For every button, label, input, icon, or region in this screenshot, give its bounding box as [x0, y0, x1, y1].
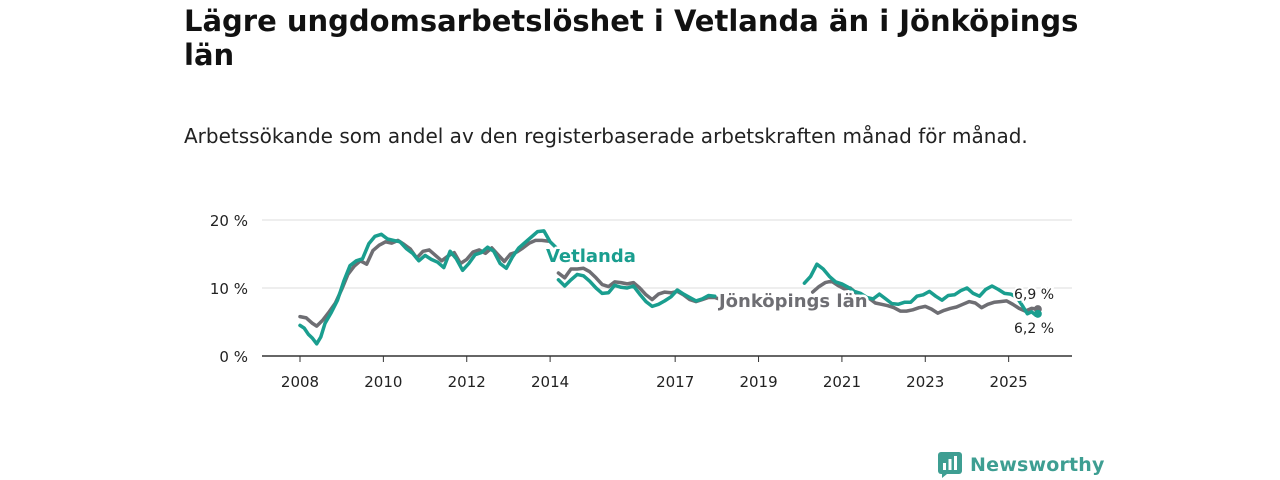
chart-title: Lägre ungdomsarbetslöshet i Vetlanda än …: [184, 4, 1079, 72]
y-tick-label: 10 %: [210, 280, 248, 298]
x-tick-label: 2017: [656, 373, 694, 391]
x-tick-label: 2014: [531, 373, 569, 391]
brand-name: Newsworthy: [970, 454, 1105, 476]
x-tick-label: 2008: [281, 373, 319, 391]
series-label-vetlanda: Vetlanda: [546, 246, 636, 267]
series-label-jonkopings-lan: Jönköpings län: [717, 291, 868, 312]
end-label-jonkopings-lan: 6,9 %: [1014, 287, 1054, 303]
newsworthy-logo: Newsworthy: [938, 450, 1105, 480]
x-tick-label: 2025: [990, 373, 1028, 391]
newsworthy-logo-icon: [938, 452, 962, 478]
series-line-vetlanda: [298, 229, 1040, 346]
x-tick-label: 2019: [739, 373, 777, 391]
x-tick-label: 2021: [823, 373, 861, 391]
x-tick-label: 2023: [906, 373, 944, 391]
x-tick-label: 2012: [448, 373, 486, 391]
x-tick-label: 2010: [364, 373, 402, 391]
chart-subtitle: Arbetssökande som andel av den registerb…: [184, 124, 1028, 148]
y-tick-label: 0 %: [219, 348, 248, 366]
end-point-vetlanda: [1033, 309, 1042, 318]
end-label-vetlanda: 6,2 %: [1014, 321, 1054, 337]
y-tick-label: 20 %: [210, 212, 248, 230]
